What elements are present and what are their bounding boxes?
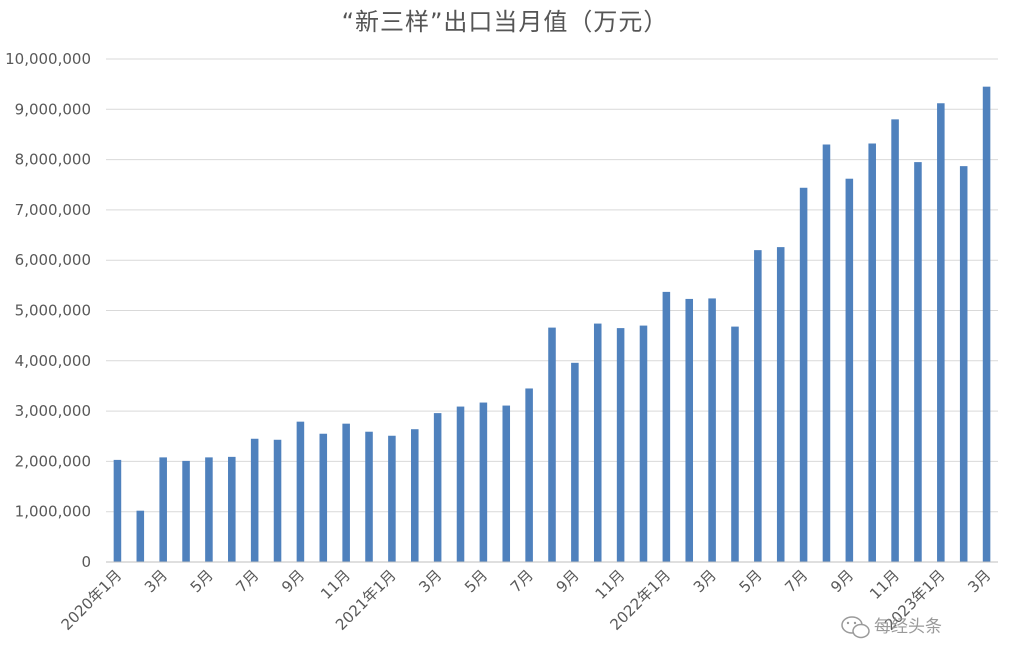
bar	[685, 298, 694, 562]
bar	[319, 433, 328, 562]
bar	[342, 423, 350, 562]
x-tick-label: 2020年1月	[58, 566, 126, 634]
bar	[982, 86, 991, 563]
y-tick-label: 3,000,000	[15, 402, 91, 420]
bar	[411, 429, 419, 562]
bar	[639, 325, 648, 562]
watermark-text: 每经头条	[874, 617, 942, 637]
bar	[365, 431, 373, 562]
bar	[479, 402, 488, 562]
y-tick-label: 4,000,000	[15, 352, 91, 370]
bar	[914, 162, 922, 563]
bar	[731, 326, 739, 562]
bar	[273, 439, 282, 562]
x-tick-label: 7月	[781, 566, 811, 596]
bar	[662, 291, 671, 562]
y-tick-label: 7,000,000	[15, 201, 91, 219]
bar	[548, 327, 556, 562]
x-tick-label: 3月	[964, 566, 994, 596]
bar	[456, 406, 465, 562]
y-tick-label: 6,000,000	[15, 251, 91, 269]
x-tick-label: 9月	[278, 566, 308, 596]
bar	[571, 362, 579, 562]
bar	[228, 456, 236, 562]
bar	[182, 460, 190, 562]
y-tick-label: 8,000,000	[15, 151, 91, 169]
x-tick-label: 5月	[187, 566, 217, 596]
bar	[502, 405, 511, 562]
bar	[525, 388, 533, 562]
x-tick-label: 5月	[736, 566, 766, 596]
bar	[113, 459, 122, 562]
x-tick-label: 7月	[507, 566, 537, 596]
bar	[250, 438, 259, 562]
wechat-icon	[841, 616, 870, 639]
bar	[799, 187, 808, 562]
bar	[296, 421, 305, 562]
bar	[708, 298, 716, 562]
bar	[159, 457, 167, 562]
bar	[868, 143, 876, 562]
x-tick-label: 11月	[592, 566, 629, 603]
x-tick-label: 3月	[690, 566, 720, 596]
x-tick-label: 5月	[461, 566, 491, 596]
chart-title: “新三样”出口当月值（万元）	[342, 8, 669, 36]
x-tick-label: 7月	[232, 566, 262, 596]
bar	[754, 250, 762, 562]
x-tick-label: 3月	[415, 566, 445, 596]
watermark: 每经头条	[841, 616, 942, 639]
bar	[205, 457, 213, 562]
bar	[845, 178, 854, 562]
y-tick-label: 5,000,000	[15, 302, 91, 320]
bar	[388, 435, 396, 562]
y-tick-label: 9,000,000	[15, 100, 91, 118]
bar	[433, 413, 442, 562]
y-tick-label: 0	[81, 553, 91, 571]
bar	[593, 323, 602, 562]
y-axis-ticks: 0 1,000,000 2,000,000 3,000,000 4,000,000 5,0…	[5, 50, 91, 571]
x-tick-label: 3月	[141, 566, 171, 596]
bar	[136, 510, 145, 562]
bar	[822, 144, 831, 562]
bars	[113, 86, 991, 563]
y-tick-label: 2,000,000	[15, 452, 91, 470]
y-tick-label: 1,000,000	[15, 503, 91, 521]
bar	[959, 166, 968, 562]
bar	[776, 247, 785, 562]
y-tick-label: 10,000,000	[5, 50, 91, 68]
x-tick-label: 11月	[317, 566, 354, 603]
x-tick-label: 11月	[866, 566, 903, 603]
x-tick-label: 9月	[553, 566, 583, 596]
bar	[937, 103, 945, 562]
bar	[616, 328, 625, 562]
bar	[891, 119, 899, 563]
x-tick-label: 9月	[827, 566, 857, 596]
